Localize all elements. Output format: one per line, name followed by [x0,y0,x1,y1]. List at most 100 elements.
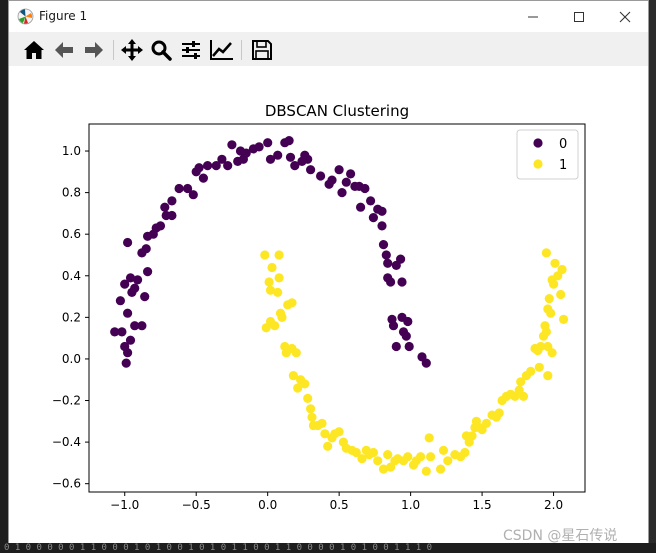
move-icon [121,39,143,61]
data-point [516,377,526,387]
minimize-button[interactable] [510,1,556,32]
data-point [317,418,327,428]
data-point [277,312,287,322]
data-point [356,202,366,212]
data-point [287,343,297,354]
x-tick-label: −1.0 [110,498,139,512]
data-point [323,441,333,451]
data-point [141,244,151,254]
data-point [421,466,431,476]
floppy-disk-icon [252,40,272,60]
data-point [546,308,556,318]
data-point [284,136,294,146]
data-point [123,308,133,318]
y-tick-label: 1.0 [62,144,81,158]
plot-frame [88,123,586,493]
data-point [320,429,330,439]
data-point [404,341,414,352]
data-point [203,161,213,171]
configure-subplots-button[interactable] [178,37,204,63]
data-point [360,183,370,194]
save-button[interactable] [249,37,275,63]
data-point [547,348,557,358]
close-button[interactable] [602,1,648,32]
data-point [377,221,387,231]
data-point [265,154,276,164]
data-point [416,452,426,462]
data-point [401,331,411,341]
data-point [110,327,120,337]
data-point [130,283,140,293]
data-point [290,161,300,171]
data-point [223,161,233,171]
data-point [307,412,317,422]
data-point [421,358,431,368]
data-point [125,273,136,283]
series-1 [260,248,569,476]
data-point [559,314,569,324]
data-point [424,433,434,443]
terminal-output-line: 0 1 0 0 0 0 0 1 1 0 0 0 1 0 1 0 0 1 0 1 … [0,543,656,553]
data-point [436,464,446,474]
title-bar[interactable]: Figure 1 [9,1,648,32]
home-icon [24,41,44,59]
data-point [378,464,389,474]
forward-button[interactable] [81,37,107,63]
data-point [397,277,407,287]
data-point [526,366,536,376]
data-point [536,341,546,352]
data-point [121,358,131,368]
y-tick-label: −0.6 [52,477,81,491]
data-point [316,171,326,181]
data-point [125,335,136,345]
data-point [274,273,284,283]
y-tick-label: −0.2 [52,394,81,408]
maximize-button[interactable] [556,1,602,32]
y-tick-label: 0.4 [62,269,81,283]
figure-window: Figure 1 [8,0,649,543]
data-point [288,371,298,381]
data-point [287,298,297,308]
x-tick-label: 0.5 [330,498,349,512]
x-tick-label: −0.5 [182,498,211,512]
data-point [534,362,544,372]
x-tick-label: 0.0 [258,498,277,512]
data-point [188,190,198,200]
data-point [167,210,177,221]
data-point [391,341,401,352]
data-point [174,183,184,194]
data-point [274,250,284,260]
close-icon [619,11,631,22]
data-point [155,221,166,231]
legend-marker [533,159,543,169]
figure-canvas[interactable]: DBSCAN Clustering −1.0 −0.5 0.0 0.5 1.0 1.5 2.0… [9,66,648,543]
data-point [273,150,283,160]
terminal-background [0,0,10,553]
home-button[interactable] [21,37,47,63]
data-point [303,154,313,164]
data-point [381,250,391,260]
data-point [403,316,413,327]
data-point [518,391,529,401]
data-point [306,165,316,175]
legend-label: 0 [559,137,567,152]
data-point [306,404,316,414]
data-point [300,379,310,389]
data-point [265,285,276,295]
data-point [140,292,150,302]
pan-button[interactable] [119,37,145,63]
data-point [273,287,283,297]
data-point [143,267,153,277]
series-0 [110,136,431,368]
zoom-button[interactable] [148,37,174,63]
data-point [285,152,296,162]
data-point [183,183,193,194]
data-point [481,418,491,428]
edit-axis-button[interactable] [209,37,235,63]
y-tick-label: 0.6 [62,227,81,241]
data-point [267,262,277,273]
y-tick-label: 0.2 [62,310,81,324]
back-button[interactable] [51,37,77,63]
data-point [541,327,552,337]
y-tick-label: −0.4 [52,435,81,449]
